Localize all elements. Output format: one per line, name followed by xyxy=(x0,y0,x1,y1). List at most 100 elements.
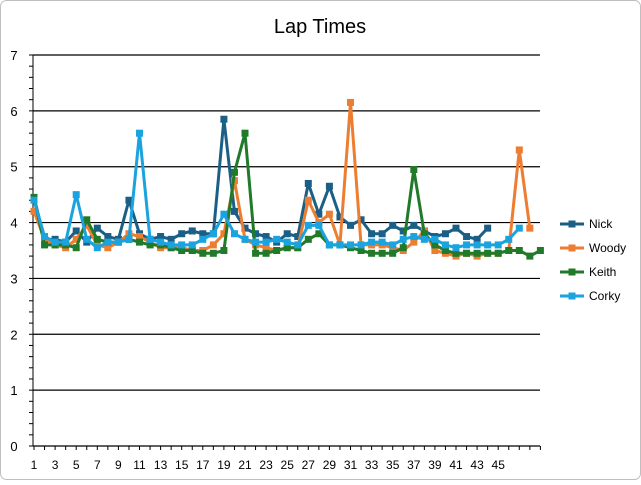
data-point xyxy=(494,241,502,249)
data-point xyxy=(209,241,217,249)
x-tick-label: 9 xyxy=(115,458,122,472)
data-point xyxy=(484,224,492,232)
data-point xyxy=(62,238,70,246)
data-point xyxy=(262,244,270,252)
data-point xyxy=(452,224,460,232)
data-point xyxy=(357,216,365,224)
data-point xyxy=(72,235,80,243)
data-point xyxy=(283,244,291,252)
y-tick-label: 2 xyxy=(10,327,17,342)
data-point xyxy=(526,252,534,260)
legend-marker xyxy=(568,292,576,300)
x-tick-label: 1 xyxy=(31,458,38,472)
data-point xyxy=(30,196,38,204)
data-point xyxy=(368,238,376,246)
data-point xyxy=(136,238,143,246)
data-point xyxy=(463,233,471,241)
x-tick-label: 39 xyxy=(428,458,442,472)
data-point xyxy=(209,230,217,238)
data-point xyxy=(357,241,365,249)
x-tick-label: 17 xyxy=(196,458,210,472)
y-tick-label: 4 xyxy=(10,216,17,231)
data-point xyxy=(209,249,217,257)
legend-label: Woody xyxy=(589,241,626,255)
data-point xyxy=(494,249,502,257)
data-point xyxy=(72,191,80,199)
data-point xyxy=(368,230,376,238)
x-tick-label: 43 xyxy=(470,458,484,472)
data-point xyxy=(230,168,238,176)
data-point xyxy=(252,238,260,246)
data-point xyxy=(178,230,186,238)
data-point xyxy=(347,241,354,249)
data-point xyxy=(378,238,386,246)
data-point xyxy=(262,249,270,257)
legend-marker xyxy=(568,244,576,252)
data-point xyxy=(473,241,481,249)
x-tick-label: 31 xyxy=(344,458,358,472)
data-point xyxy=(515,247,523,254)
data-point xyxy=(136,129,143,137)
data-point xyxy=(304,196,312,204)
data-point xyxy=(157,238,165,246)
data-point xyxy=(410,233,418,241)
x-tick-label: 7 xyxy=(94,458,101,472)
data-point xyxy=(484,249,492,257)
data-point xyxy=(178,247,186,254)
data-point xyxy=(72,227,80,235)
data-point xyxy=(41,241,49,249)
data-point xyxy=(315,221,323,229)
y-tick-label: 1 xyxy=(10,383,17,398)
data-point xyxy=(273,247,281,254)
data-point xyxy=(262,233,270,241)
data-point xyxy=(505,235,513,243)
x-tick-label: 13 xyxy=(154,458,168,472)
data-point xyxy=(188,241,196,249)
x-tick-label: 15 xyxy=(175,458,189,472)
data-point xyxy=(283,238,291,246)
x-tick-label: 37 xyxy=(407,458,421,472)
data-point xyxy=(104,233,112,241)
data-point xyxy=(188,247,196,254)
data-point xyxy=(420,235,428,243)
data-point xyxy=(188,227,196,235)
data-point xyxy=(399,244,407,252)
data-point xyxy=(304,235,312,243)
y-tick-label: 6 xyxy=(10,104,17,119)
data-point xyxy=(252,230,260,238)
x-tick-label: 35 xyxy=(386,458,400,472)
x-tick-label: 23 xyxy=(259,458,273,472)
data-point xyxy=(336,241,344,249)
data-point xyxy=(114,238,122,246)
legend-marker xyxy=(568,220,576,228)
data-point xyxy=(104,238,112,246)
data-point xyxy=(220,247,228,254)
data-point xyxy=(399,227,407,235)
data-point xyxy=(252,249,260,257)
data-point xyxy=(283,230,291,238)
data-point xyxy=(410,221,418,229)
x-tick-label: 41 xyxy=(449,458,463,472)
legend-item-nick: Nick xyxy=(560,217,613,231)
y-tick-label: 0 xyxy=(10,439,17,454)
data-point xyxy=(304,221,312,229)
x-tick-label: 27 xyxy=(302,458,316,472)
data-point xyxy=(157,233,165,241)
y-tick-label: 7 xyxy=(10,48,17,63)
legend-item-keith: Keith xyxy=(560,265,616,279)
data-point xyxy=(325,210,333,218)
data-point xyxy=(347,98,354,106)
legend-item-corky: Corky xyxy=(560,289,620,303)
data-point xyxy=(378,249,386,257)
data-point xyxy=(273,235,281,243)
data-point xyxy=(230,207,238,215)
data-point xyxy=(536,247,544,254)
data-point xyxy=(315,230,323,238)
data-point xyxy=(336,213,344,221)
data-point xyxy=(41,233,49,241)
data-point xyxy=(463,249,471,257)
data-point xyxy=(93,235,101,243)
chart-title: Lap Times xyxy=(274,16,366,38)
data-point xyxy=(389,249,397,257)
